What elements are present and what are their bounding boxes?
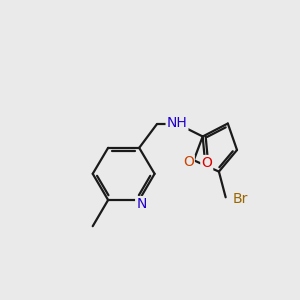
Text: N: N bbox=[136, 197, 146, 211]
Text: NH: NH bbox=[167, 116, 188, 130]
Text: Br: Br bbox=[232, 192, 248, 206]
Text: O: O bbox=[183, 155, 194, 170]
Text: O: O bbox=[201, 156, 212, 170]
